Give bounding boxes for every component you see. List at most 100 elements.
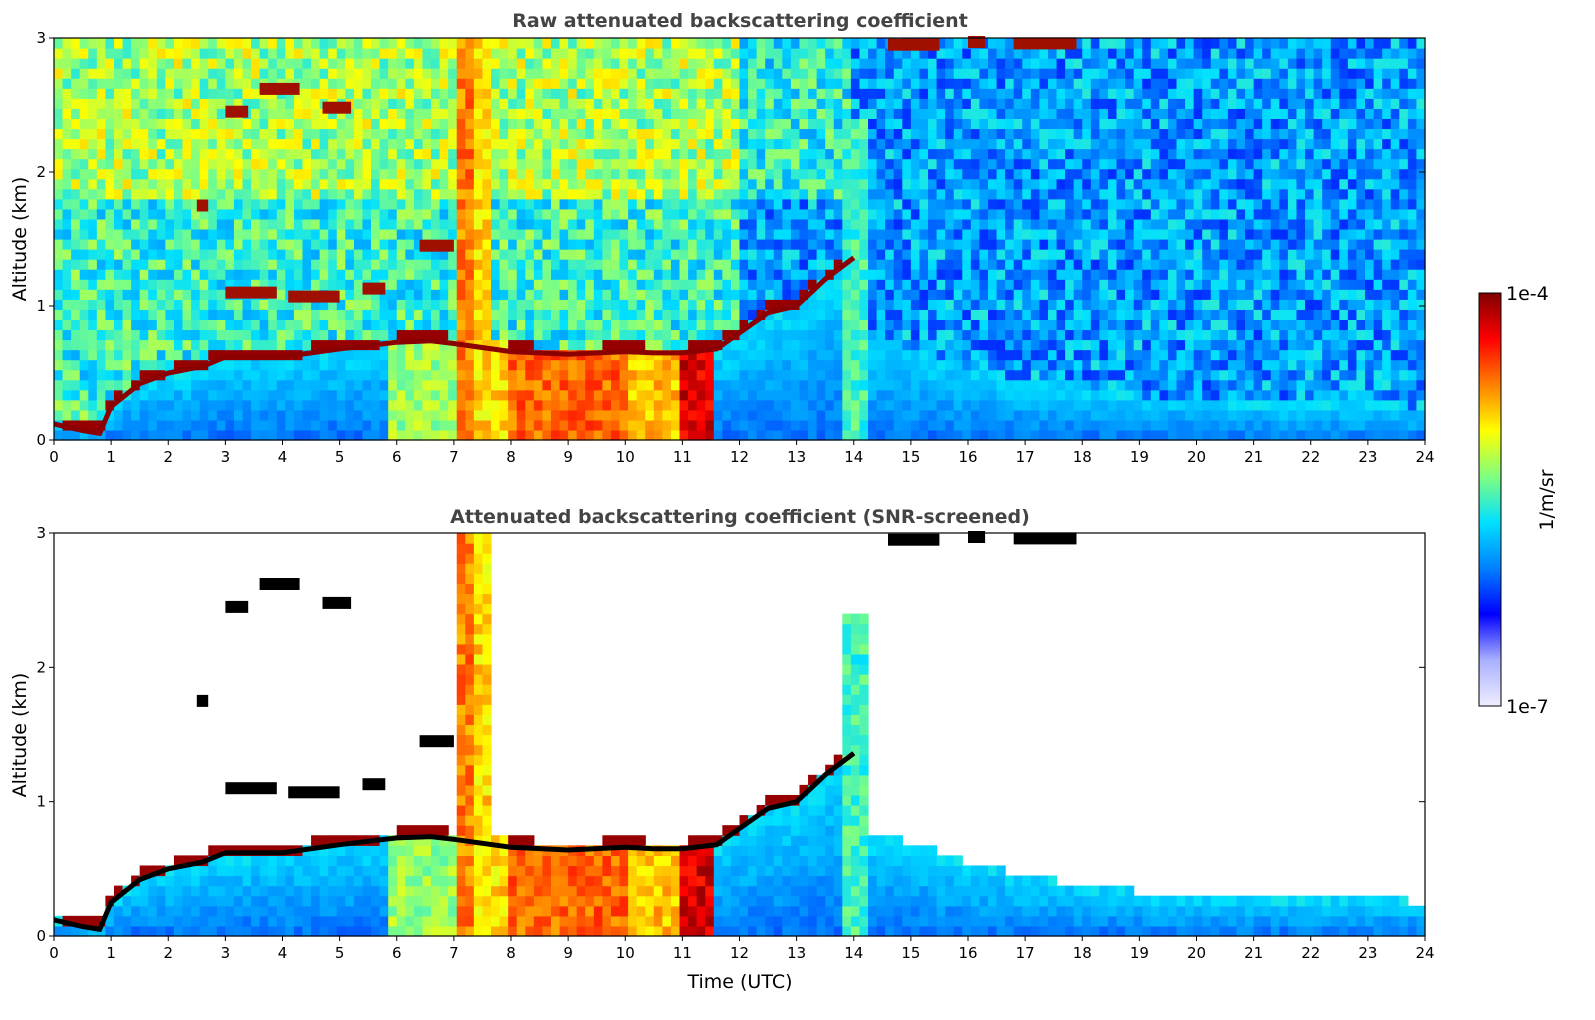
heatmap-cell <box>525 339 535 351</box>
heatmap-cell <box>1082 389 1092 401</box>
heatmap-cell <box>825 118 835 130</box>
heatmap-cell <box>353 228 364 240</box>
heatmap-cell <box>559 38 569 49</box>
heatmap-cell <box>953 228 963 240</box>
heatmap-cell <box>1056 58 1066 69</box>
heatmap-cell <box>1047 319 1058 331</box>
heatmap-cell <box>371 369 381 381</box>
heatmap-cell <box>936 78 946 89</box>
heatmap-cell <box>62 329 72 341</box>
heatmap-cell <box>799 279 809 290</box>
heatmap-cell <box>1073 389 1083 401</box>
heatmap-cell <box>610 108 621 119</box>
heatmap-cell <box>653 369 663 381</box>
heatmap-cell <box>842 138 852 150</box>
heatmap-cell <box>653 309 663 320</box>
heatmap-cell <box>199 309 209 320</box>
heatmap-cell <box>1056 339 1066 351</box>
heatmap-cell <box>619 128 629 140</box>
heatmap-cell <box>987 409 998 421</box>
heatmap-cell <box>396 228 406 240</box>
heatmap-cell <box>902 239 912 250</box>
heatmap-cell <box>550 389 561 401</box>
heatmap-cell <box>225 98 235 109</box>
heatmap-cell <box>645 108 655 119</box>
heatmap-cell <box>542 339 552 351</box>
heatmap-cell <box>345 158 355 170</box>
heatmap-cell <box>568 369 578 381</box>
heatmap-cell <box>251 369 261 381</box>
heatmap-cell <box>799 369 809 381</box>
heatmap-cell <box>645 58 655 69</box>
heatmap-cell <box>259 38 269 49</box>
heatmap-cell <box>799 429 809 441</box>
heatmap-cell <box>679 228 689 240</box>
heatmap-cell <box>173 239 184 250</box>
heatmap-cell <box>319 429 329 441</box>
heatmap-cell <box>311 329 321 341</box>
heatmap-cell <box>739 208 749 220</box>
heatmap-cell <box>996 158 1006 170</box>
heatmap-cell <box>816 218 826 230</box>
heatmap-cell <box>996 178 1006 190</box>
heatmap-cell <box>448 359 458 371</box>
heatmap-cell <box>516 369 526 381</box>
heatmap-cell <box>645 218 655 230</box>
heatmap-cell <box>825 218 835 230</box>
heatmap-cell <box>885 399 895 411</box>
heatmap-cell <box>388 218 398 230</box>
heatmap-cell <box>739 58 749 69</box>
heatmap-cell <box>790 339 801 351</box>
heatmap-cell <box>131 269 141 280</box>
heatmap-cell <box>970 419 981 431</box>
heatmap-cell <box>388 178 398 190</box>
heatmap-cell <box>628 379 638 391</box>
heatmap-cell <box>688 68 698 79</box>
heatmap-cell <box>645 158 655 170</box>
heatmap-cell <box>388 188 398 200</box>
heatmap-cell <box>251 389 261 401</box>
heatmap-cell <box>696 208 706 220</box>
heatmap-cell <box>636 269 646 280</box>
heatmap-cell <box>1107 88 1118 99</box>
heatmap-cell <box>165 329 175 341</box>
heatmap-cell <box>113 78 124 89</box>
heatmap-cell <box>259 68 269 79</box>
heatmap-cell <box>653 289 663 300</box>
heatmap-cell <box>636 409 646 421</box>
heatmap-cell <box>311 389 321 401</box>
heatmap-cell <box>893 208 903 220</box>
heatmap-cell <box>71 138 81 150</box>
heatmap-cell <box>439 118 449 130</box>
heatmap-cell <box>54 319 64 331</box>
heatmap-cell <box>1056 279 1066 290</box>
heatmap-cell <box>88 58 98 69</box>
heatmap-cell <box>456 369 466 381</box>
heatmap-cell <box>1082 168 1092 180</box>
heatmap-cell <box>1107 399 1118 411</box>
heatmap-cell <box>54 279 64 290</box>
heatmap-cell <box>670 319 681 331</box>
heatmap-cell <box>362 369 372 381</box>
heatmap-cell <box>713 138 723 150</box>
heatmap-cell <box>730 259 741 270</box>
heatmap-cell <box>388 78 398 89</box>
heatmap-cell <box>396 349 406 361</box>
heatmap-cell <box>499 128 509 140</box>
heatmap-cell <box>876 259 886 270</box>
heatmap-cell <box>636 178 646 190</box>
heatmap-cell <box>1005 239 1015 250</box>
heatmap-cell <box>919 429 929 441</box>
heatmap-cell <box>371 168 381 180</box>
heatmap-cell <box>696 198 706 210</box>
heatmap-cell <box>756 168 766 180</box>
heatmap-cell <box>473 68 484 79</box>
heatmap-cell <box>559 148 569 160</box>
heatmap-cell <box>336 88 346 99</box>
heatmap-cell <box>799 48 809 59</box>
heatmap-cell <box>850 188 861 200</box>
heatmap-cell <box>1056 389 1066 401</box>
heatmap-cell <box>148 319 158 331</box>
heatmap-cell <box>953 369 963 381</box>
heatmap-cell <box>1082 208 1092 220</box>
